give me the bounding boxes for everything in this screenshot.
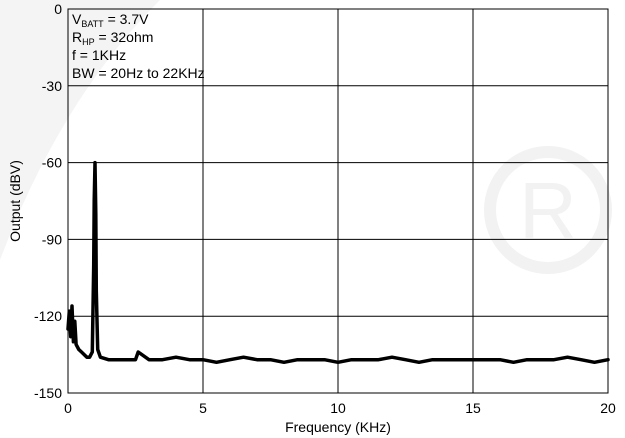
data-point <box>94 212 98 215</box>
svg-text:R: R <box>519 166 577 255</box>
data-point <box>99 356 102 359</box>
plot-area <box>67 8 609 394</box>
data-point <box>404 358 407 361</box>
registered-trademark-watermark: R <box>0 0 612 274</box>
rhp-value: = 32ohm <box>95 29 154 45</box>
data-point <box>174 356 178 359</box>
y-tick-label: -30 <box>42 78 62 94</box>
data-point <box>66 327 70 331</box>
data-point <box>70 304 74 308</box>
data-point <box>74 343 78 346</box>
data-point <box>93 161 97 164</box>
data-point <box>485 358 488 361</box>
data-point <box>188 358 191 361</box>
x-tick-label: 15 <box>465 400 481 416</box>
rhp-annotation: RHP = 32ohm <box>72 29 153 47</box>
x-axis-title: Frequency (KHz) <box>285 419 391 435</box>
data-point <box>161 358 164 361</box>
data-point <box>552 358 556 361</box>
vbatt-subscript: BATT <box>81 19 104 29</box>
data-point <box>228 358 232 361</box>
y-tick-label: -150 <box>34 385 62 401</box>
data-point <box>498 358 502 361</box>
data-point <box>77 348 81 351</box>
series-layer <box>66 160 610 365</box>
data-point <box>579 358 583 361</box>
x-tick-label: 10 <box>330 400 346 416</box>
data-point <box>69 335 72 338</box>
data-point <box>120 358 124 361</box>
y-tick-label: -120 <box>34 308 62 324</box>
data-point <box>431 358 434 361</box>
data-point <box>606 358 610 361</box>
data-point <box>458 358 461 361</box>
bandwidth-annotation: BW = 20Hz to 22KHz <box>72 65 205 81</box>
data-point <box>444 358 448 361</box>
vbatt-prefix: V <box>72 11 82 27</box>
data-point <box>269 358 272 361</box>
x-tick-label: 5 <box>199 400 207 416</box>
y-tick-label: -90 <box>42 231 62 247</box>
data-point <box>91 350 94 354</box>
data-point <box>323 358 326 361</box>
data-point <box>363 358 367 361</box>
data-point <box>88 356 91 359</box>
data-point <box>309 358 313 361</box>
data-point <box>68 309 71 313</box>
data-point <box>96 348 99 351</box>
data-point <box>471 358 475 361</box>
test-conditions: VBATT = 3.7V RHP = 32ohm f = 1KHz BW = 2… <box>72 11 205 81</box>
data-point <box>593 361 596 364</box>
x-axis-ticks: 0 5 10 15 20 <box>64 400 616 416</box>
data-point <box>215 361 218 364</box>
data-point <box>85 356 89 359</box>
data-point <box>147 358 151 361</box>
y-axis-title: Output (dBV) <box>7 160 23 242</box>
data-point <box>72 340 75 343</box>
data-point <box>134 358 137 361</box>
y-axis-ticks: 0 -30 -60 -90 -120 -150 <box>34 1 62 401</box>
data-point <box>336 361 340 364</box>
data-point <box>201 358 205 361</box>
data-point <box>566 356 569 359</box>
data-point <box>282 361 286 364</box>
x-tick-label: 0 <box>64 400 72 416</box>
data-point <box>92 263 95 267</box>
data-point <box>242 356 245 359</box>
x-tick-label: 20 <box>600 400 616 416</box>
data-point <box>350 358 353 361</box>
data-point <box>95 289 98 292</box>
data-point <box>296 358 299 361</box>
data-point <box>390 356 394 359</box>
y-tick-label: 0 <box>54 1 62 17</box>
data-point <box>83 353 86 356</box>
rhp-prefix: R <box>72 29 82 45</box>
data-point <box>255 358 259 361</box>
data-point <box>417 361 421 364</box>
data-point <box>525 358 529 361</box>
data-point <box>93 199 96 203</box>
vbatt-annotation: VBATT = 3.7V <box>72 11 149 29</box>
data-point <box>512 361 515 364</box>
data-point <box>107 358 110 361</box>
data-point <box>73 320 77 323</box>
data-point <box>137 350 140 354</box>
rhp-subscript: HP <box>82 37 95 47</box>
frequency-annotation: f = 1KHz <box>72 47 126 63</box>
y-tick-label: -60 <box>42 155 62 171</box>
data-point <box>80 350 83 354</box>
data-point <box>377 358 380 361</box>
vbatt-value: = 3.7V <box>104 11 149 27</box>
data-point <box>539 358 542 361</box>
